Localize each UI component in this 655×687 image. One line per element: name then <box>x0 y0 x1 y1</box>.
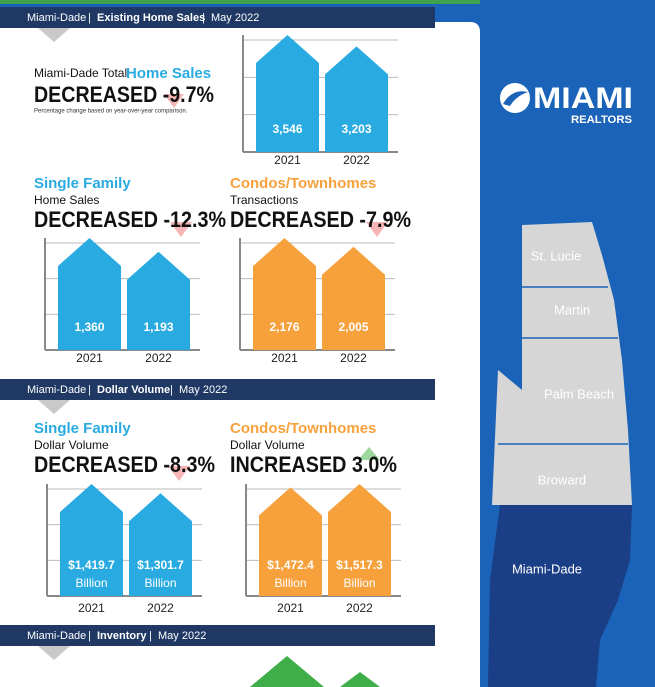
house-bar <box>60 484 123 596</box>
logo-swoosh <box>503 91 528 106</box>
value-label: 2,005 <box>338 320 368 334</box>
block-lead: Miami-Dade Total <box>34 66 127 80</box>
house-bar <box>127 251 190 350</box>
headline: DECREASED -7.9% <box>230 207 411 232</box>
value-label: 2,176 <box>269 320 299 334</box>
county-label: Miami-Dade <box>512 561 582 576</box>
header-topic: Dollar Volume <box>97 384 170 396</box>
x-tick-label: 2022 <box>343 153 370 167</box>
block-title: Single Family <box>34 420 131 437</box>
header-topic: Existing Home Sales <box>97 12 205 24</box>
down-arrow <box>366 222 388 237</box>
header-pointer <box>38 400 70 414</box>
header-sep: | <box>88 630 91 642</box>
header-pointer <box>38 646 70 660</box>
county-label: St. Lucie <box>531 248 582 263</box>
header-sep: | <box>170 384 173 396</box>
block-subtitle: Transactions <box>230 193 298 207</box>
block-subtitle: Dollar Volume <box>34 438 109 452</box>
block-title: Condos/Townhomes <box>230 175 376 192</box>
header-bar <box>0 7 435 28</box>
block-subtitle: Home Sales <box>34 193 99 207</box>
value-label: 1,360 <box>74 320 104 334</box>
up-arrow <box>358 447 380 460</box>
value-label: $1,301.7 <box>137 558 184 572</box>
down-arrow <box>170 222 192 237</box>
inventory-tip <box>250 656 324 687</box>
block-title: Condos/Townhomes <box>230 420 376 437</box>
header-date: May 2022 <box>211 12 259 24</box>
house-bar <box>253 238 316 350</box>
x-tick-label: 2022 <box>340 351 367 365</box>
value-label: 1,193 <box>143 320 173 334</box>
headline: INCREASED 3.0% <box>230 452 397 477</box>
house-bar <box>322 246 385 350</box>
headline: DECREASED -8.3% <box>34 452 215 477</box>
x-tick-label: 2022 <box>346 601 373 615</box>
house-bar <box>58 238 121 350</box>
header-bar <box>0 379 435 400</box>
down-arrow <box>168 466 190 481</box>
value-unit: Billion <box>274 576 306 590</box>
county-label: Palm Beach <box>544 386 614 401</box>
header-sep: | <box>88 12 91 24</box>
value-unit: Billion <box>75 576 107 590</box>
header-sep: | <box>149 630 152 642</box>
house-bar <box>256 35 319 152</box>
value-label: $1,472.4 <box>267 558 314 572</box>
value-label: $1,517.3 <box>336 558 383 572</box>
x-tick-label: 2021 <box>76 351 103 365</box>
x-tick-label: 2022 <box>145 351 172 365</box>
block-title: Home Sales <box>126 65 211 82</box>
header-sep: | <box>202 12 205 24</box>
headline: DECREASED -12.3% <box>34 207 226 232</box>
value-label: 3,546 <box>272 122 302 136</box>
headline: DECREASED -9.7% <box>34 82 214 107</box>
header-pointer <box>38 28 70 42</box>
header-date: May 2022 <box>179 384 227 396</box>
section-header: Miami-Dade | Existing Home Sales | May 2… <box>0 7 435 42</box>
logo: MIAMI REALTORS <box>500 82 633 126</box>
header-date: May 2022 <box>158 630 206 642</box>
miami-dade-land <box>488 505 632 687</box>
county-land <box>522 222 632 505</box>
section-header: Miami-Dade | Dollar Volume | May 2022 <box>0 379 435 414</box>
down-arrow <box>164 94 184 108</box>
block-title: Single Family <box>34 175 131 192</box>
value-unit: Billion <box>343 576 375 590</box>
county-land <box>492 370 522 505</box>
top-strip <box>0 0 480 4</box>
logo-name: MIAMI <box>533 82 633 115</box>
header-bar <box>0 625 435 646</box>
header-region: Miami-Dade <box>27 384 86 396</box>
house-bar <box>129 493 192 596</box>
value-label: $1,419.7 <box>68 558 115 572</box>
house-bar <box>328 484 391 596</box>
header-region: Miami-Dade <box>27 12 86 24</box>
x-tick-label: 2021 <box>274 153 301 167</box>
x-tick-label: 2021 <box>271 351 298 365</box>
map: St. Lucie Martin Palm Beach Broward Miam… <box>488 222 632 687</box>
header-region: Miami-Dade <box>27 630 86 642</box>
section-header: Miami-Dade | Inventory | May 2022 <box>0 625 435 660</box>
value-label: 3,203 <box>341 122 371 136</box>
header-topic: Inventory <box>97 630 147 642</box>
inventory-tip <box>340 672 380 687</box>
county-label: Broward <box>538 472 586 487</box>
note: Percentage change based on year-over-yea… <box>34 109 188 115</box>
value-unit: Billion <box>144 576 176 590</box>
x-tick-label: 2021 <box>277 601 304 615</box>
house-bar <box>325 46 388 152</box>
x-tick-label: 2022 <box>147 601 174 615</box>
county-label: Martin <box>554 302 590 317</box>
x-tick-label: 2021 <box>78 601 105 615</box>
house-bar <box>259 487 322 596</box>
logo-sub: REALTORS <box>571 114 632 126</box>
block-subtitle: Dollar Volume <box>230 438 305 452</box>
header-sep: | <box>88 384 91 396</box>
